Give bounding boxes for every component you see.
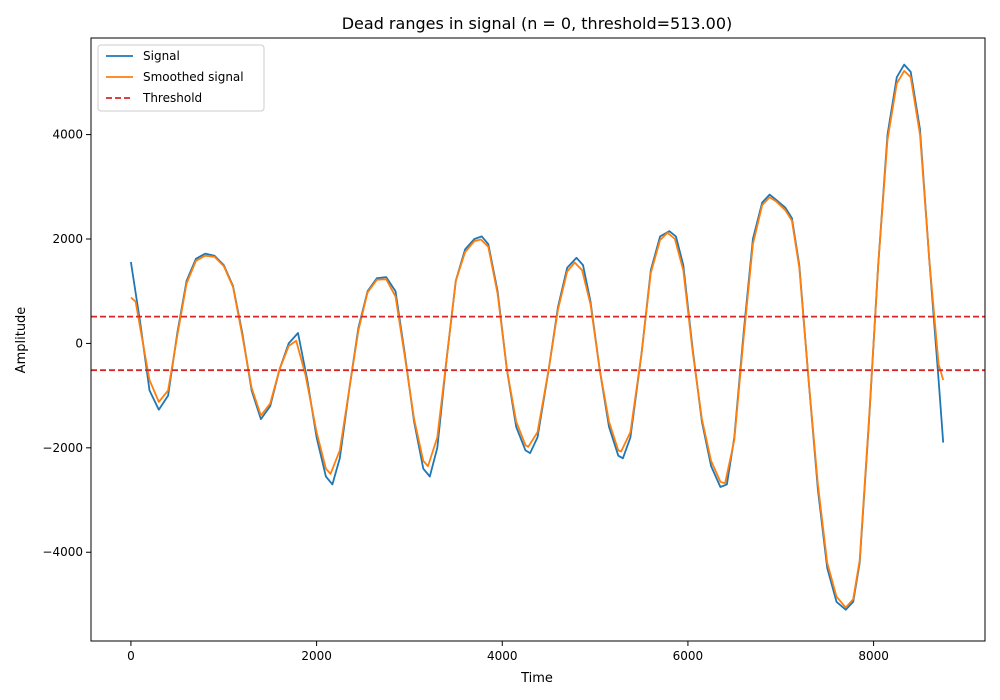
y-tick-label: 0 [75, 336, 83, 350]
x-axis-label: Time [520, 671, 553, 686]
y-axis: −4000 −2000 0 2000 4000 [42, 128, 91, 559]
y-axis-label: Amplitude [14, 307, 29, 374]
x-tick-label: 8000 [858, 649, 889, 663]
y-tick-label: 2000 [52, 232, 83, 246]
legend-label-2: Threshold [142, 91, 202, 105]
series-line-1 [130, 70, 945, 609]
y-tick-label: 4000 [52, 128, 83, 142]
x-tick-label: 0 [127, 649, 135, 663]
series-line-0 [130, 63, 945, 611]
x-tick-label: 4000 [487, 649, 518, 663]
x-axis: 0 2000 4000 6000 8000 [127, 641, 889, 663]
y-tick-label: −4000 [42, 545, 83, 559]
axes-frame [90, 37, 986, 642]
legend-label-1: Smoothed signal [143, 70, 244, 84]
x-tick-label: 2000 [301, 649, 332, 663]
x-tick-label: 6000 [673, 649, 704, 663]
legend-box [97, 44, 265, 112]
plot-area [91, 63, 985, 611]
legend-label-0: Signal [143, 49, 180, 63]
legend: Signal Smoothed signal Threshold [97, 44, 265, 112]
chart-title: Dead ranges in signal (n = 0, threshold=… [342, 14, 733, 33]
y-tick-label: −2000 [42, 441, 83, 455]
